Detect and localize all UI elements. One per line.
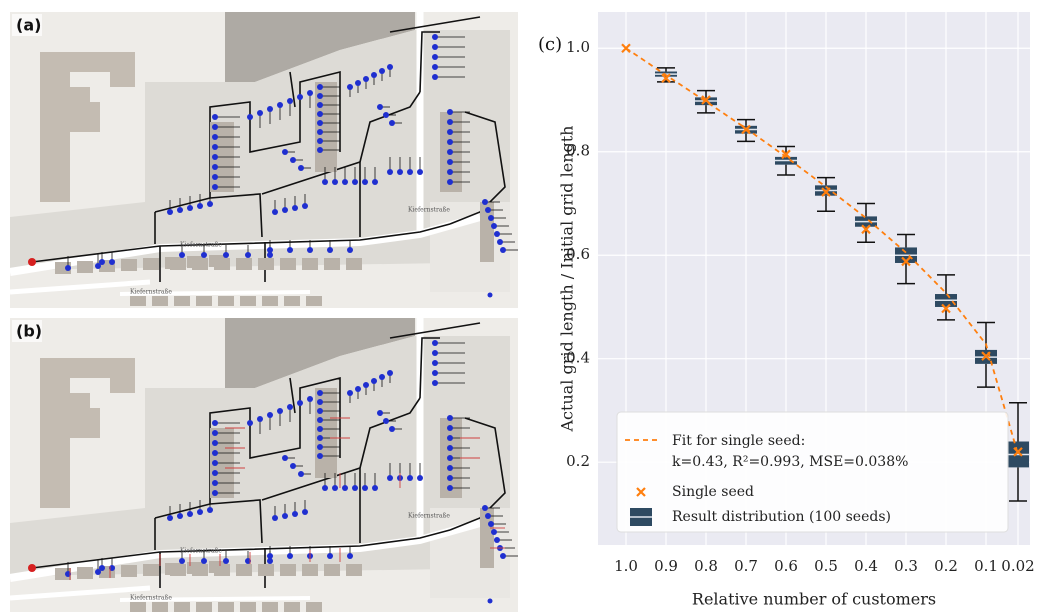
x-tick-label: 0.4 (854, 557, 878, 575)
legend-label: Result distribution (100 seeds) (672, 509, 891, 525)
map-b-content (10, 318, 518, 612)
panel-label: (a) (16, 16, 41, 35)
panel-label: (b) (16, 322, 42, 341)
x-tick-label: 0.6 (774, 557, 798, 575)
x-axis-label: Relative number of customers (692, 590, 936, 609)
legend-detail: k=0.43, R²=0.993, MSE=0.038% (672, 454, 908, 470)
legend-label: Single seed (672, 484, 754, 500)
figure: KiefernstraßeKiefernstraßeKiefernstraße … (0, 0, 1039, 612)
x-tick-label: 1.0 (614, 557, 638, 575)
y-axis-label: Actual grid length / Initial grid length (558, 126, 577, 433)
map-a-content (10, 12, 518, 308)
x-tick-label: 0.8 (694, 557, 718, 575)
map-b (10, 318, 518, 612)
legend-label: Fit for single seed: (672, 433, 805, 449)
x-tick-label: 0.7 (734, 557, 758, 575)
x-tick-label: 0.3 (894, 557, 918, 575)
y-tick-label: 1.0 (566, 38, 590, 56)
y-tick-label: 0.2 (566, 452, 590, 470)
x-tick-label: 0.5 (814, 557, 838, 575)
panel-label: (c) (538, 34, 562, 55)
x-tick-label: 0.1 (974, 557, 998, 575)
x-tick-label: 0.02 (1001, 557, 1034, 575)
x-tick-label: 0.2 (934, 557, 958, 575)
map-a (10, 12, 518, 308)
x-tick-label: 0.9 (654, 557, 678, 575)
